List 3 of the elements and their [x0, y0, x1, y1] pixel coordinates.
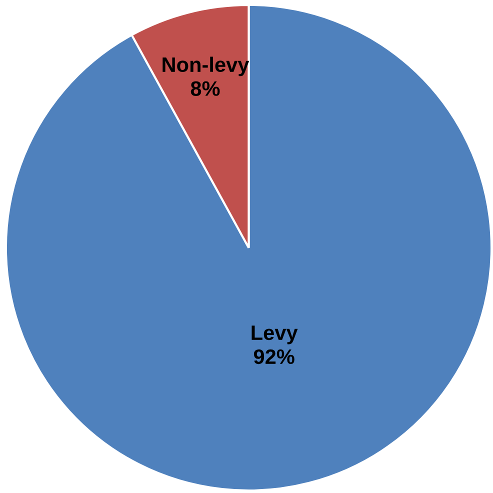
data-label: 8%: [190, 81, 220, 96]
data-label: 92%: [254, 349, 294, 364]
slice-label: Levy: [252, 326, 298, 344]
